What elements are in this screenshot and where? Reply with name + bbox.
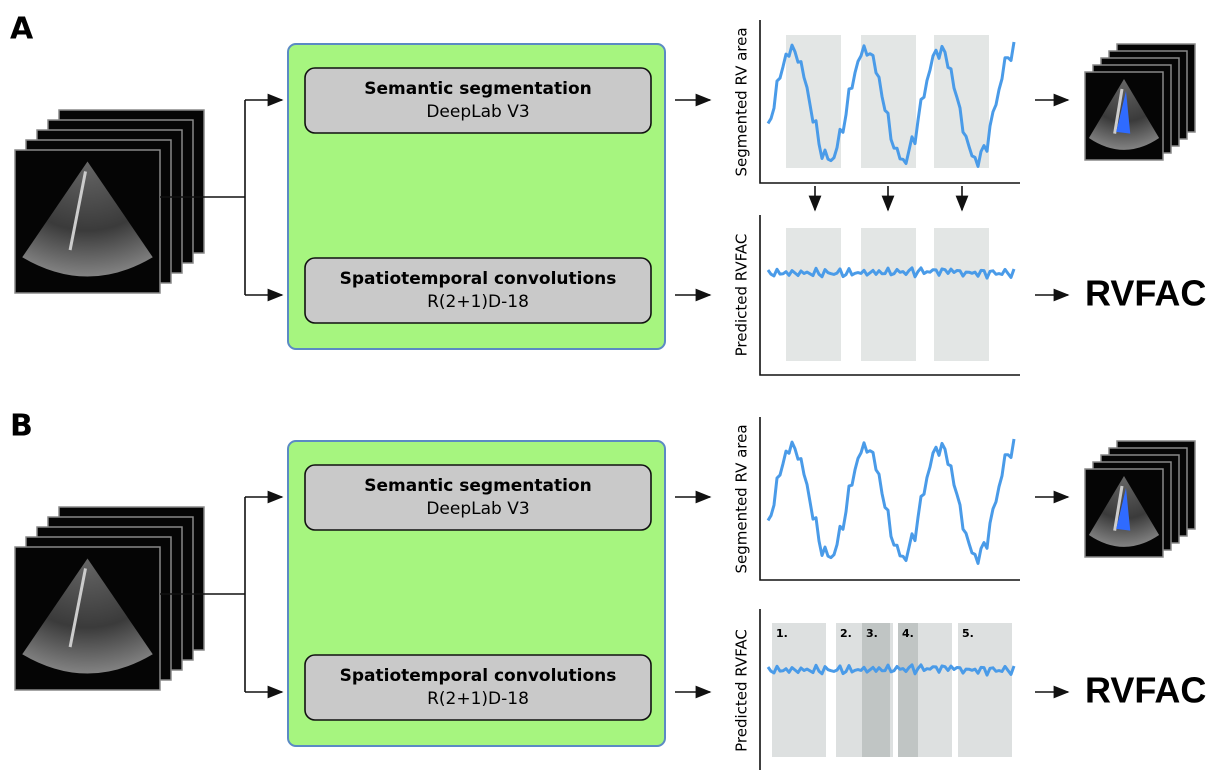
cycle-window bbox=[786, 228, 841, 361]
model-title: Semantic segmentation bbox=[364, 476, 592, 496]
y-axis-label: Predicted RVFAC bbox=[733, 629, 751, 752]
model-title: Semantic segmentation bbox=[364, 79, 592, 99]
window-label: 4. bbox=[902, 627, 914, 640]
window-label: 5. bbox=[962, 627, 974, 640]
model-box bbox=[305, 258, 651, 323]
cycle-window bbox=[786, 35, 841, 168]
output-label: RVFAC bbox=[1085, 273, 1206, 314]
window-overlap bbox=[862, 623, 890, 757]
output-label: RVFAC bbox=[1085, 670, 1206, 711]
y-axis-label: Predicted RVFAC bbox=[733, 234, 751, 357]
model-title: Spatiotemporal convolutions bbox=[340, 666, 617, 686]
model-name: DeepLab V3 bbox=[426, 499, 529, 519]
panel-label: A bbox=[10, 12, 34, 47]
model-box bbox=[305, 68, 651, 133]
y-axis-label: Segmented RV area bbox=[733, 424, 751, 573]
model-title: Spatiotemporal convolutions bbox=[340, 269, 617, 289]
panel: B Semantic segmentation DeepLab V3 Spatiote… bbox=[10, 409, 1206, 770]
panel-label: B bbox=[10, 409, 33, 444]
sliding-window bbox=[958, 623, 1012, 757]
window-label: 3. bbox=[866, 627, 878, 640]
cycle-window bbox=[861, 228, 916, 361]
model-box bbox=[305, 465, 651, 530]
window-label: 2. bbox=[840, 627, 852, 640]
model-box bbox=[305, 655, 651, 720]
cycle-window bbox=[934, 35, 989, 168]
sliding-window bbox=[772, 623, 826, 757]
cycle-window bbox=[934, 228, 989, 361]
model-name: DeepLab V3 bbox=[426, 102, 529, 122]
figure: A Semantic segmentation DeepLab V3 Spatiote… bbox=[0, 0, 1212, 770]
window-overlap bbox=[898, 623, 918, 757]
y-axis-label: Segmented RV area bbox=[733, 27, 751, 176]
model-name: R(2+1)D-18 bbox=[427, 292, 529, 312]
model-name: R(2+1)D-18 bbox=[427, 689, 529, 709]
window-label: 1. bbox=[776, 627, 788, 640]
rv-area-curve bbox=[768, 439, 1014, 563]
panel: A Semantic segmentation DeepLab V3 Spatiote… bbox=[10, 12, 1206, 376]
